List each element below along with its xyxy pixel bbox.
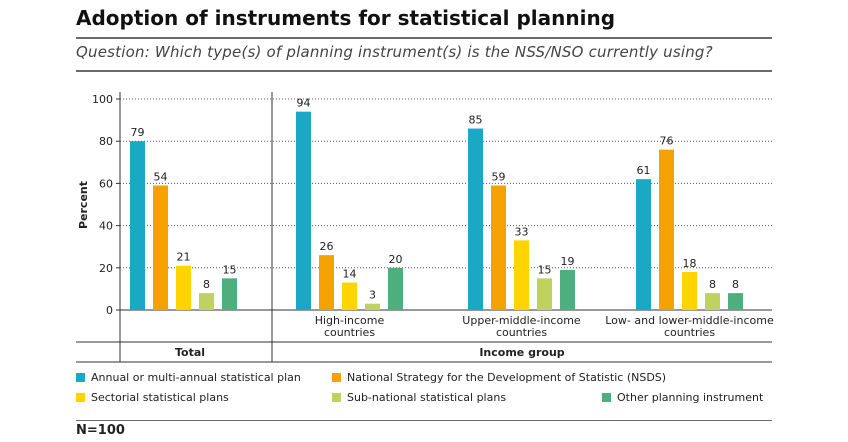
data-label: 8 (203, 278, 210, 291)
legend-swatch (76, 373, 85, 382)
legend-swatch (602, 393, 611, 402)
section-label-total: Total (175, 346, 205, 359)
y-tick-label: 20 (99, 262, 113, 275)
data-label: 26 (320, 240, 334, 253)
data-label: 15 (538, 263, 552, 276)
legend-item-sectorial: Sectorial statistical plans (76, 391, 229, 404)
data-label: 54 (154, 171, 168, 184)
y-tick-label: 80 (99, 135, 113, 148)
y-tick-label: 60 (99, 177, 113, 190)
legend-item-subnational: Sub-national statistical plans (332, 391, 506, 404)
data-label: 15 (223, 263, 237, 276)
sample-size-note: N=100 (76, 423, 125, 438)
category-label: countries (496, 326, 547, 339)
data-label: 20 (389, 253, 403, 266)
data-label: 21 (177, 251, 191, 264)
bar (199, 293, 214, 310)
y-tick-label: 0 (106, 304, 113, 317)
bar (365, 303, 380, 310)
y-tick-label: 40 (99, 220, 113, 233)
data-label: 33 (515, 225, 529, 238)
legend-item-other: Other planning instrument (602, 391, 763, 404)
legend-swatch (332, 393, 341, 402)
bar (659, 149, 674, 310)
category-label: countries (664, 326, 715, 339)
title-rule (76, 37, 772, 39)
data-label: 76 (660, 135, 674, 148)
bar (388, 267, 403, 310)
bar (153, 185, 168, 310)
data-label: 19 (561, 255, 575, 268)
legend-label: Sub-national statistical plans (347, 391, 507, 404)
data-label: 18 (683, 257, 697, 270)
bar (222, 278, 237, 310)
legend-label: Sectorial statistical plans (91, 391, 229, 404)
subtitle-rule (76, 70, 772, 72)
category-label: Upper-middle-income (462, 314, 581, 327)
bar (560, 269, 575, 310)
legend-label: Other planning instrument (617, 391, 764, 404)
data-label: 59 (492, 171, 506, 184)
legend-swatch (76, 393, 85, 402)
data-label: 94 (297, 97, 311, 110)
chart-title: Adoption of instruments for statistical … (76, 6, 616, 30)
legend-item-nsds: National Strategy for the Development of… (332, 371, 666, 384)
footer-rule (76, 420, 772, 421)
legend: Annual or multi-annual statistical plan N… (76, 368, 776, 412)
category-label: Low- and lower-middle-income (605, 314, 774, 327)
data-label: 8 (709, 278, 716, 291)
bar (342, 282, 357, 310)
bar (514, 240, 529, 310)
bar (537, 278, 552, 310)
y-tick-label: 100 (92, 93, 113, 106)
category-label: countries (324, 326, 375, 339)
bar (728, 293, 743, 310)
data-label: 3 (369, 289, 376, 302)
legend-item-annual: Annual or multi-annual statistical plan (76, 371, 301, 384)
bar (130, 141, 145, 310)
y-axis-label: Percent (77, 181, 90, 229)
legend-swatch (332, 373, 341, 382)
section-label-income-group: Income group (479, 346, 564, 359)
bar (176, 265, 191, 310)
data-label: 8 (732, 278, 739, 291)
bar (682, 272, 697, 310)
category-label: High-income (315, 314, 385, 327)
bar (468, 128, 483, 310)
legend-label: National Strategy for the Development of… (347, 371, 667, 384)
data-label: 85 (469, 114, 483, 127)
data-label: 79 (131, 126, 145, 139)
data-label: 14 (343, 268, 357, 281)
bar (319, 255, 334, 310)
bar (705, 293, 720, 310)
chart-subtitle: Question: Which type(s) of planning inst… (76, 43, 713, 61)
bar (491, 185, 506, 310)
data-label: 61 (637, 164, 651, 177)
bar (296, 111, 311, 310)
bar (636, 179, 651, 310)
legend-label: Annual or multi-annual statistical plan (91, 371, 301, 384)
